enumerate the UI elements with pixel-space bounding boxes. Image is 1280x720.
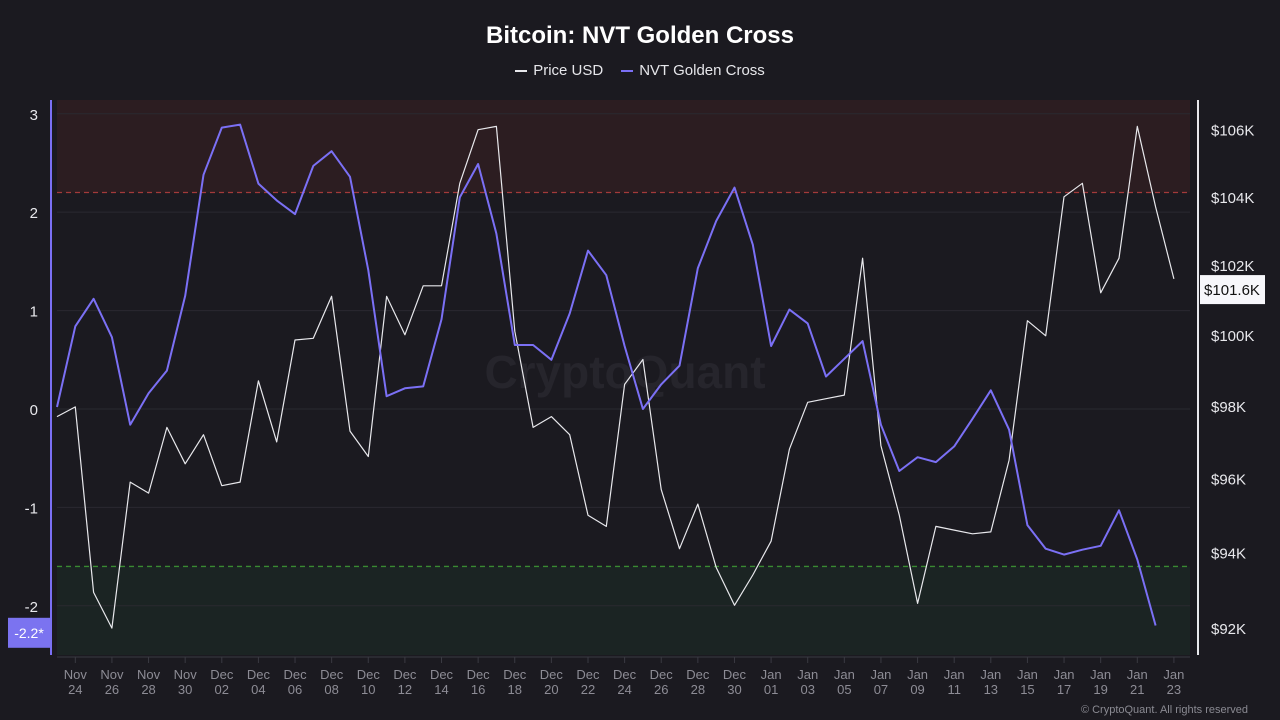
x-tick-label: Jan 17 — [1054, 667, 1075, 697]
x-tick-label: Jan 13 — [980, 667, 1001, 697]
left-tick-label: 1 — [30, 304, 38, 321]
right-tick-label: $94K — [1211, 545, 1246, 562]
right-tick-label: $106K — [1211, 123, 1254, 140]
left-tick-label: 0 — [30, 402, 38, 419]
x-tick-label: Jan 11 — [944, 667, 965, 697]
legend: Price USD NVT Golden Cross — [0, 62, 1280, 79]
left-tick-label: 2 — [30, 205, 38, 222]
nvt-last-value-label: -2.2* — [14, 625, 44, 641]
x-tick-label: Jan 23 — [1163, 667, 1184, 697]
x-tick-label: Jan 21 — [1127, 667, 1148, 697]
x-tick-label: Dec 10 — [357, 667, 381, 697]
right-tick-label: $100K — [1211, 328, 1254, 345]
x-tick-label: Nov 26 — [100, 667, 124, 697]
x-tick-label: Dec 12 — [393, 667, 417, 697]
x-tick-label: Nov 28 — [137, 667, 161, 697]
left-tick-label: -2 — [25, 599, 38, 616]
price-last-value-label: $101.6K — [1204, 282, 1260, 299]
legend-item-nvt[interactable]: NVT Golden Cross — [621, 62, 765, 79]
x-tick-label: Jan 03 — [797, 667, 818, 697]
legend-label-nvt: NVT Golden Cross — [639, 62, 765, 79]
x-tick-label: Jan 05 — [834, 667, 855, 697]
right-tick-label: $104K — [1211, 190, 1254, 207]
x-tick-label: Jan 07 — [870, 667, 891, 697]
x-tick-label: Nov 30 — [174, 667, 198, 697]
x-tick-label: Dec 02 — [210, 667, 234, 697]
x-tick-label: Dec 04 — [247, 667, 271, 697]
x-tick-label: Dec 18 — [503, 667, 527, 697]
x-tick-label: Dec 26 — [650, 667, 674, 697]
legend-swatch-nvt — [621, 69, 634, 72]
left-tick-label: 3 — [30, 107, 38, 124]
copyright-text: © CryptoQuant. All rights reserved — [1080, 704, 1248, 716]
legend-item-price[interactable]: Price USD — [515, 62, 603, 79]
price-last-value-tag — [1200, 275, 1265, 305]
right-tick-label: $98K — [1211, 399, 1246, 416]
left-tick-label: -1 — [25, 500, 38, 517]
x-tick-label: Dec 30 — [723, 667, 747, 697]
chart-title: Bitcoin: NVT Golden Cross — [485, 22, 794, 49]
undervalued-band — [57, 566, 1190, 655]
x-tick-label: Nov 24 — [64, 667, 88, 697]
x-tick-label: Dec 08 — [320, 667, 344, 697]
right-tick-label: $96K — [1211, 471, 1246, 488]
x-tick-label: Jan 19 — [1090, 667, 1111, 697]
x-tick-label: Jan 09 — [907, 667, 928, 697]
x-tick-label: Jan 15 — [1017, 667, 1038, 697]
price-usd-line — [56, 125, 1175, 629]
legend-label-price: Price USD — [533, 62, 604, 79]
x-tick-label: Jan 01 — [761, 667, 782, 697]
x-tick-label: Dec 22 — [576, 667, 600, 697]
x-tick-label: Dec 24 — [613, 667, 637, 697]
nvt-last-value-tag — [8, 617, 51, 648]
x-tick-label: Dec 14 — [430, 667, 454, 697]
x-tick-label: Dec 16 — [467, 667, 491, 697]
watermark: CryptoQuant — [484, 346, 765, 398]
right-tick-label: $102K — [1211, 258, 1254, 275]
x-tick-label: Dec 20 — [540, 667, 564, 697]
x-tick-label: Dec 06 — [283, 667, 307, 697]
x-tick-label: Dec 28 — [686, 667, 710, 697]
legend-swatch-price — [515, 69, 528, 72]
right-tick-label: $92K — [1211, 621, 1246, 638]
